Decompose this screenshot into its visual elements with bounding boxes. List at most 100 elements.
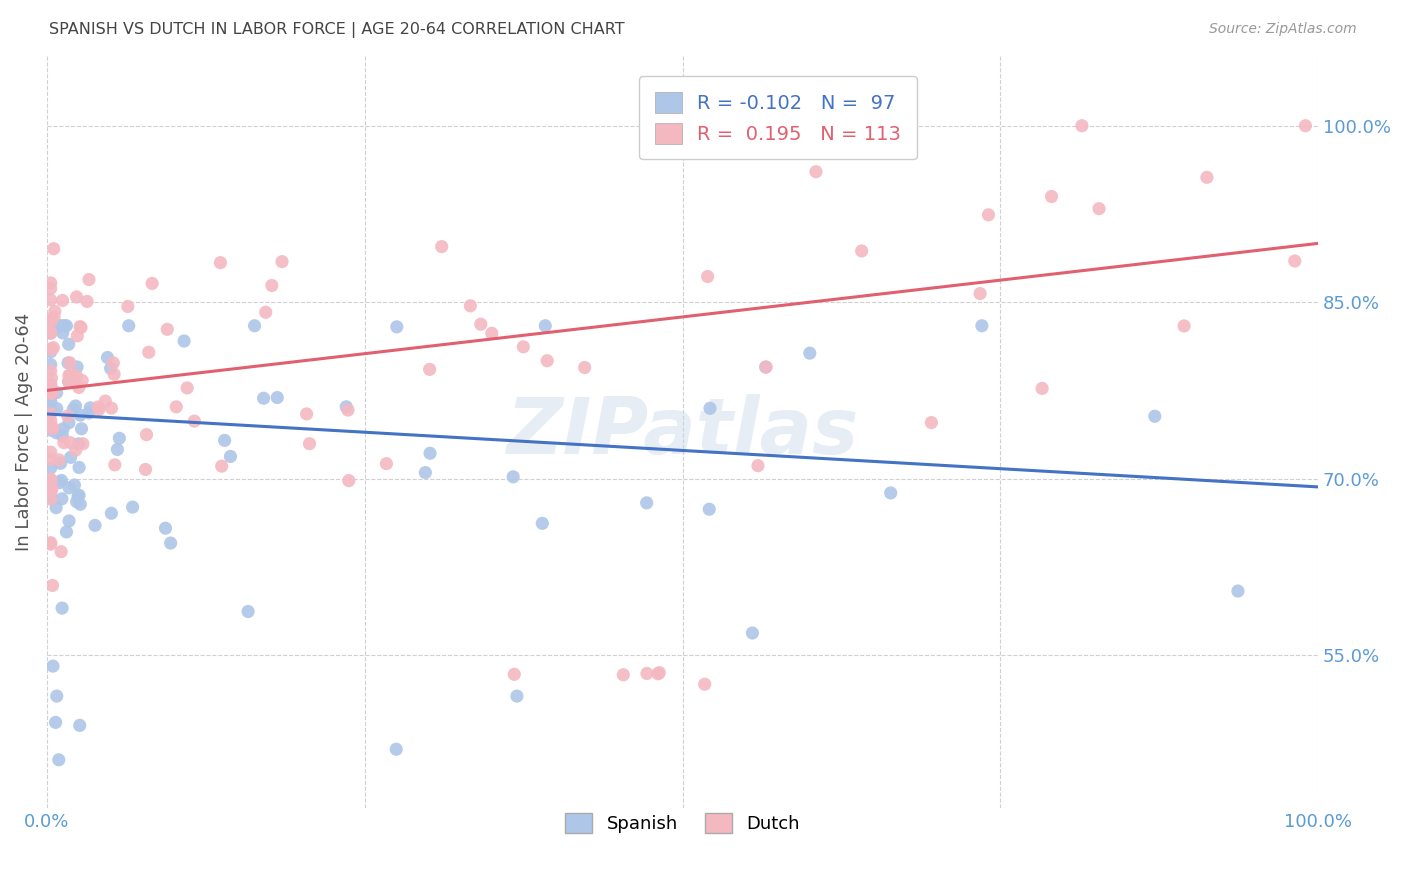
Text: SPANISH VS DUTCH IN LABOR FORCE | AGE 20-64 CORRELATION CHART: SPANISH VS DUTCH IN LABOR FORCE | AGE 20… (49, 22, 624, 38)
Point (536, 353, 558, 368)
Point (45, 689, 67, 703)
Point (52, 435, 75, 450)
Point (45, 715, 67, 730)
Point (176, 381, 198, 395)
Point (45, 385, 67, 400)
Point (697, 502, 720, 516)
Text: Source: ZipAtlas.com: Source: ZipAtlas.com (1209, 22, 1357, 37)
Point (39, 312, 62, 326)
Point (39, 423, 62, 437)
Point (219, 450, 242, 464)
Point (45, 401, 67, 416)
Point (135, 427, 157, 442)
Point (39, 394, 62, 409)
Point (52, 422, 75, 436)
Point (69, 718, 91, 732)
Point (39, 461, 62, 475)
Point (375, 457, 398, 471)
Point (1195, 170, 1218, 185)
Point (67, 488, 90, 502)
Point (51, 491, 73, 506)
Point (48, 318, 70, 333)
Point (337, 403, 360, 417)
Point (117, 300, 139, 314)
Point (39, 358, 62, 372)
Point (165, 400, 187, 414)
Point (260, 278, 283, 293)
Point (481, 326, 503, 341)
Point (415, 466, 437, 480)
Point (58, 514, 80, 528)
Point (1143, 409, 1166, 424)
Point (41, 318, 63, 333)
Point (76, 294, 98, 309)
Point (118, 318, 141, 333)
Point (851, 244, 873, 258)
Point (39, 382, 62, 396)
Point (39, 377, 62, 392)
Point (155, 521, 177, 535)
Point (879, 486, 901, 500)
Point (243, 318, 266, 333)
Point (72, 437, 94, 451)
Point (460, 299, 482, 313)
Point (252, 391, 274, 405)
Point (65, 443, 87, 458)
Point (138, 345, 160, 359)
Point (39, 537, 62, 551)
Point (48, 753, 70, 767)
Point (298, 436, 321, 450)
Point (77, 272, 100, 286)
Point (77, 406, 100, 420)
Point (39, 492, 62, 507)
Point (108, 431, 131, 445)
Point (39, 389, 62, 403)
Point (1284, 254, 1306, 268)
Point (39, 402, 62, 417)
Point (59, 368, 82, 382)
Point (39, 413, 62, 427)
Point (470, 317, 492, 331)
Point (534, 318, 557, 333)
Point (53, 318, 76, 333)
Text: ZIPatlas: ZIPatlas (506, 393, 859, 469)
Point (295, 407, 318, 421)
Point (100, 361, 122, 376)
Point (121, 500, 143, 515)
Point (173, 334, 195, 348)
Point (67, 460, 90, 475)
Point (58, 368, 80, 383)
Point (39, 344, 62, 359)
Point (67, 489, 90, 503)
Point (45, 500, 67, 515)
Point (70, 422, 93, 436)
Point (612, 667, 634, 681)
Point (59, 450, 82, 465)
Point (39, 316, 62, 330)
Point (337, 474, 360, 488)
Point (58, 375, 80, 389)
Point (49, 544, 72, 558)
Point (69, 497, 91, 511)
Point (79, 401, 101, 415)
Point (62, 374, 84, 388)
Point (696, 269, 718, 284)
Point (39, 381, 62, 395)
Point (48, 475, 70, 490)
Point (574, 360, 596, 375)
Point (385, 319, 408, 334)
Point (183, 414, 205, 428)
Point (59, 356, 82, 370)
Point (969, 286, 991, 301)
Point (103, 368, 125, 382)
Point (977, 208, 1000, 222)
Point (49, 456, 72, 470)
Point (647, 666, 669, 681)
Point (214, 434, 236, 448)
Point (39, 326, 62, 340)
Point (52, 326, 75, 340)
Point (45, 425, 67, 440)
Point (39, 378, 62, 392)
Point (699, 401, 721, 416)
Point (39, 480, 62, 494)
